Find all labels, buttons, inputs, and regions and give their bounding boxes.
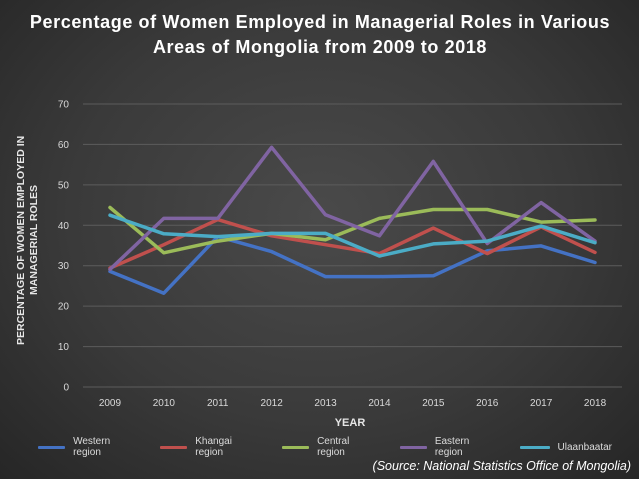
y-tick-label: 70 bbox=[58, 100, 70, 111]
legend-label: Ulaanbaatar bbox=[557, 441, 612, 453]
legend-item: Khangai region bbox=[160, 436, 256, 458]
y-tick-label: 20 bbox=[58, 302, 70, 313]
x-tick-label: 2018 bbox=[584, 398, 607, 409]
series-line-ulaanbaatar bbox=[108, 213, 597, 258]
y-tick-label: 0 bbox=[63, 383, 69, 394]
source-note: (Source: National Statistics Office of M… bbox=[372, 459, 631, 473]
y-tick-labels: 0 10 20 30 40 50 60 70 bbox=[58, 100, 70, 394]
y-tick-label: 30 bbox=[58, 261, 70, 272]
legend-swatch bbox=[38, 445, 66, 449]
series-line-central-region bbox=[108, 205, 597, 255]
series-line-western-region bbox=[108, 234, 597, 295]
legend-swatch bbox=[160, 445, 188, 449]
legend: Western region Khangai region Central regi… bbox=[38, 436, 638, 458]
legend-item: Ulaanbaatar bbox=[519, 441, 612, 453]
x-tick-label: 2010 bbox=[153, 398, 176, 409]
x-axis-title: YEAR bbox=[334, 417, 366, 429]
gridlines bbox=[83, 103, 622, 388]
legend-swatch bbox=[399, 445, 427, 449]
legend-label: Eastern region bbox=[434, 436, 470, 458]
legend-label: Khangai region bbox=[195, 436, 232, 458]
legend-label: Central region bbox=[317, 436, 350, 458]
x-tick-label: 2014 bbox=[368, 398, 391, 409]
x-tick-label: 2009 bbox=[99, 398, 122, 409]
x-tick-labels: 2009 2010 2011 2012 2013 2014 2015 2016 2017 2018 bbox=[99, 398, 607, 409]
y-tick-label: 10 bbox=[58, 342, 70, 353]
series-line-khangai-region bbox=[108, 217, 597, 270]
y-tick-label: 40 bbox=[58, 221, 70, 232]
legend-swatch bbox=[281, 445, 310, 449]
legend-item: Western region bbox=[38, 436, 134, 458]
x-tick-label: 2016 bbox=[476, 398, 499, 409]
x-tick-label: 2012 bbox=[261, 398, 284, 409]
chart-title: Percentage of Women Employed in Manageri… bbox=[29, 12, 611, 57]
series-lines bbox=[108, 145, 597, 295]
y-tick-label: 50 bbox=[58, 180, 70, 191]
legend-item: Central region bbox=[281, 436, 374, 458]
x-tick-label: 2013 bbox=[314, 398, 337, 409]
series-line-eastern-region bbox=[108, 145, 597, 272]
x-tick-label: 2011 bbox=[207, 398, 229, 409]
legend-item: Eastern region bbox=[399, 436, 494, 458]
y-axis-title: PERCENTAGE OF WOMEN EMPLOYED IN MANAGERI… bbox=[15, 135, 40, 345]
x-tick-label: 2015 bbox=[422, 398, 445, 409]
legend-label: Western region bbox=[73, 436, 111, 458]
y-tick-label: 60 bbox=[58, 140, 70, 151]
legend-swatch bbox=[519, 445, 550, 449]
x-tick-label: 2017 bbox=[530, 398, 553, 409]
